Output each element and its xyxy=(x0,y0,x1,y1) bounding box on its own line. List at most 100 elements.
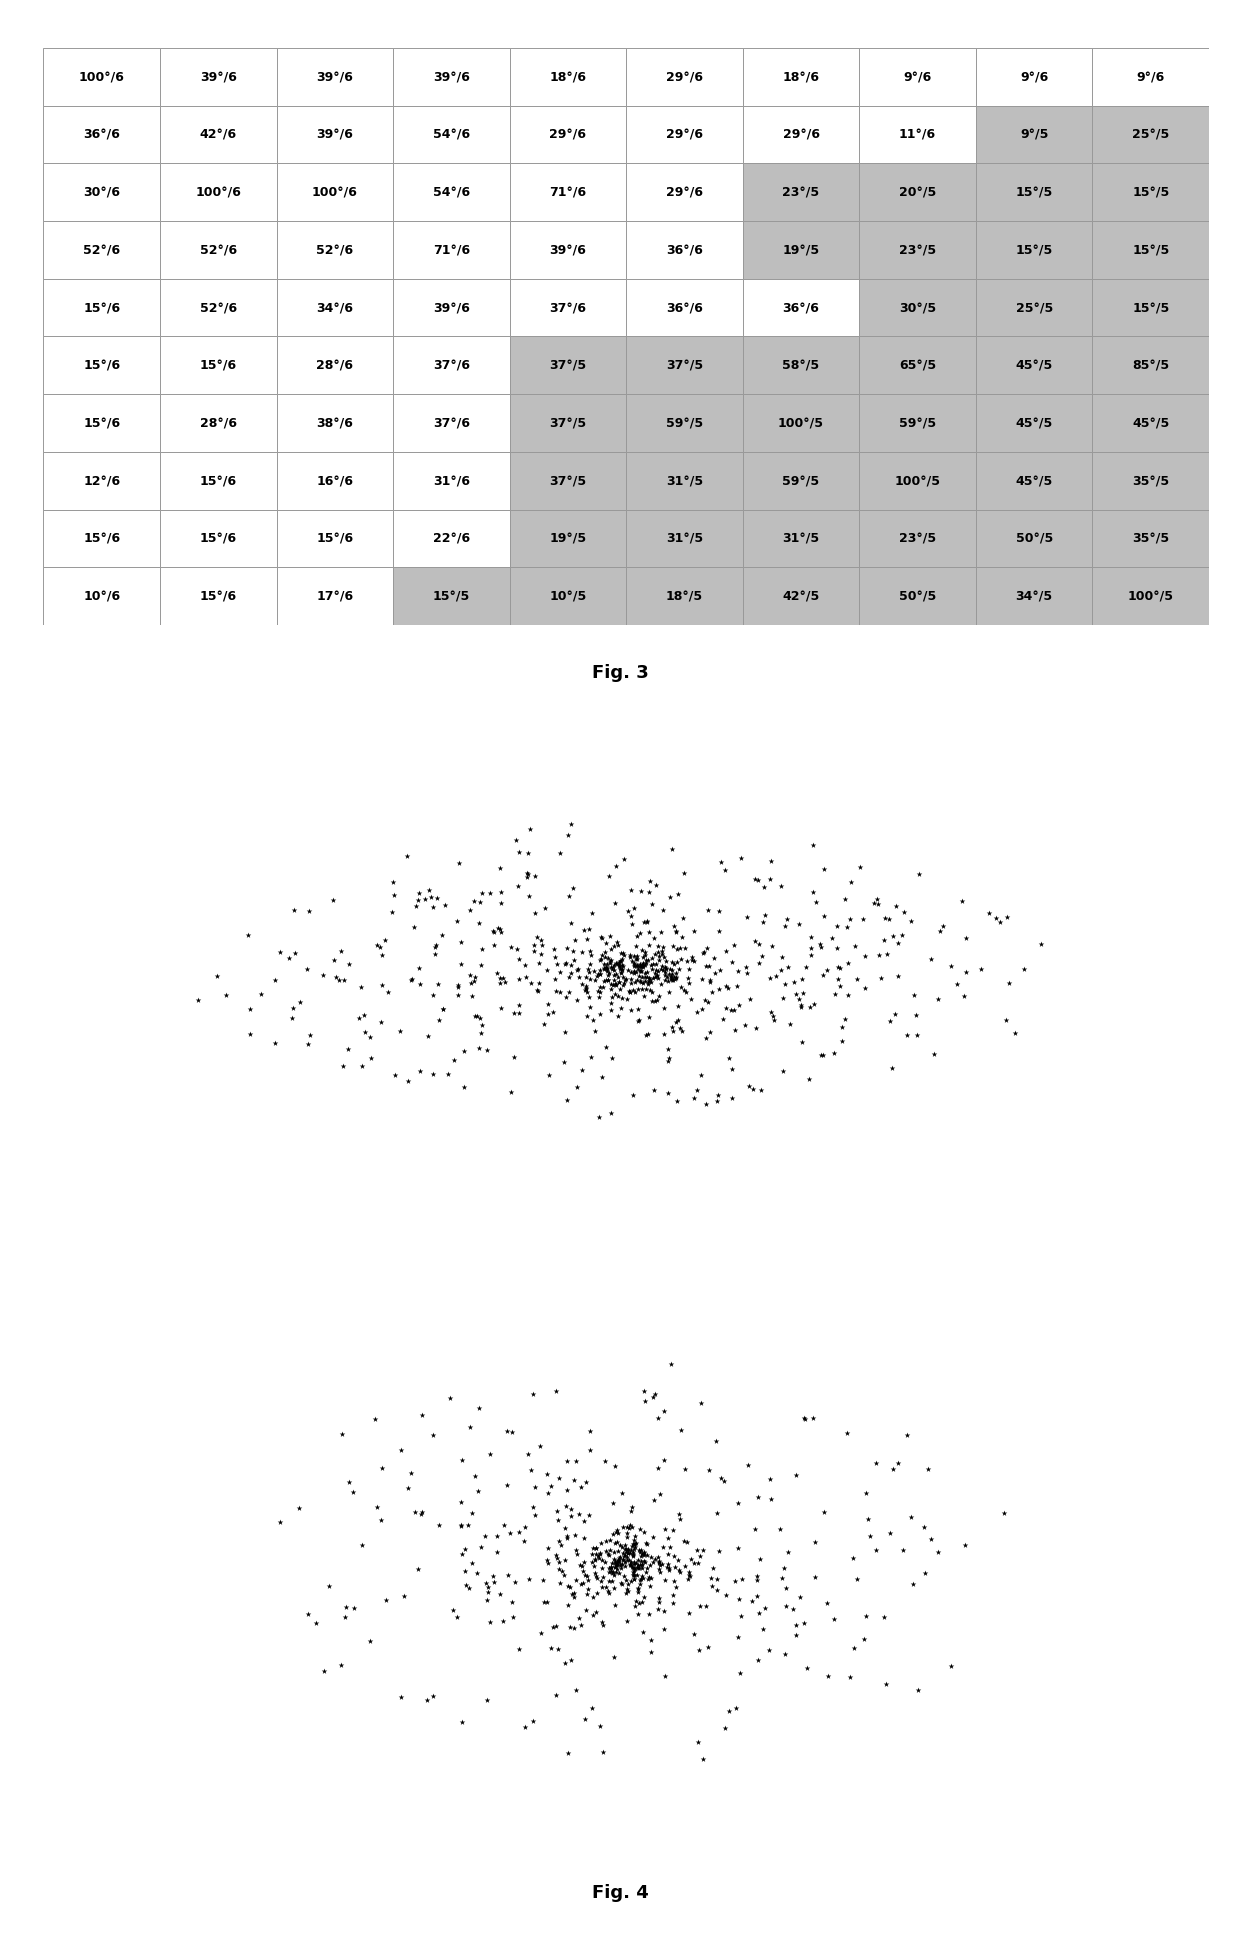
Point xyxy=(603,1548,622,1580)
Point xyxy=(343,1591,363,1623)
Point xyxy=(830,952,849,983)
Point xyxy=(629,1544,649,1576)
Bar xyxy=(43,108,160,164)
Text: Fig. 4: Fig. 4 xyxy=(591,1883,649,1902)
Point xyxy=(502,1601,522,1632)
Point xyxy=(649,1546,668,1578)
Point xyxy=(775,1638,795,1670)
Point xyxy=(645,938,665,970)
Point xyxy=(636,948,656,979)
Point xyxy=(625,958,645,989)
Point xyxy=(611,956,631,987)
Point xyxy=(465,1001,485,1032)
Point xyxy=(573,1550,593,1582)
Point xyxy=(678,1556,698,1587)
Point xyxy=(698,895,718,927)
Point xyxy=(600,1525,620,1556)
Point xyxy=(627,1552,647,1584)
Point xyxy=(412,1499,432,1531)
Point xyxy=(837,948,857,979)
Text: 100°/6: 100°/6 xyxy=(196,186,241,199)
Point xyxy=(331,934,351,966)
Point xyxy=(503,1042,523,1073)
Point xyxy=(413,1496,433,1527)
Point xyxy=(703,978,723,1009)
Point xyxy=(696,985,715,1017)
Point xyxy=(880,1517,900,1548)
Point xyxy=(570,1609,590,1640)
Point xyxy=(541,1632,560,1664)
Point xyxy=(590,1711,610,1742)
Point xyxy=(392,1435,412,1466)
Point xyxy=(563,934,583,966)
Point xyxy=(680,968,699,999)
Point xyxy=(639,876,658,907)
Bar xyxy=(277,510,393,567)
Point xyxy=(717,1580,737,1611)
Point xyxy=(653,895,673,927)
Point xyxy=(618,1605,637,1636)
Point xyxy=(637,907,657,938)
Point xyxy=(791,989,811,1021)
Text: 36°/6: 36°/6 xyxy=(83,129,120,143)
Point xyxy=(624,948,644,979)
Point xyxy=(642,1546,662,1578)
Point xyxy=(632,950,652,981)
Point xyxy=(715,854,735,886)
Point xyxy=(672,903,692,934)
Point xyxy=(239,1019,259,1050)
Point xyxy=(621,968,641,999)
Point xyxy=(548,1632,568,1664)
Point xyxy=(580,936,600,968)
Point xyxy=(339,1466,358,1498)
Point xyxy=(618,1539,637,1570)
Point xyxy=(671,933,691,964)
Point xyxy=(823,1038,843,1069)
Point xyxy=(817,1587,837,1619)
Point xyxy=(639,931,658,962)
Point xyxy=(491,993,511,1024)
Point xyxy=(629,1576,649,1607)
Point xyxy=(425,938,445,970)
Point xyxy=(663,1541,683,1572)
Point xyxy=(352,1529,372,1560)
Point xyxy=(569,1499,589,1531)
Point xyxy=(537,954,557,985)
Point xyxy=(609,1546,629,1578)
Point xyxy=(596,1527,616,1558)
Point xyxy=(517,858,537,890)
Text: 15°/5: 15°/5 xyxy=(1132,301,1169,315)
Point xyxy=(606,970,626,1001)
Point xyxy=(360,1627,379,1658)
Point xyxy=(904,979,924,1011)
Point xyxy=(642,942,662,974)
Point xyxy=(558,819,578,850)
Point xyxy=(326,962,346,993)
Bar xyxy=(1092,164,1209,223)
Point xyxy=(646,956,666,987)
Point xyxy=(801,940,821,972)
Point xyxy=(653,954,673,985)
Point xyxy=(558,1738,578,1769)
Point xyxy=(667,934,687,966)
Point xyxy=(804,876,823,907)
Point xyxy=(619,1537,639,1568)
Point xyxy=(455,1554,475,1586)
Point xyxy=(606,960,626,991)
Point xyxy=(604,1537,624,1568)
Text: 23°/5: 23°/5 xyxy=(899,532,936,545)
Point xyxy=(715,934,735,966)
Point xyxy=(649,936,668,968)
Bar xyxy=(976,510,1092,567)
Point xyxy=(619,1513,639,1544)
Point xyxy=(647,985,667,1017)
Point xyxy=(580,948,600,979)
Point xyxy=(451,927,471,958)
Point xyxy=(538,1478,558,1509)
Point xyxy=(615,1535,635,1566)
Point xyxy=(591,1552,611,1584)
Point xyxy=(556,1544,575,1576)
Bar xyxy=(743,164,859,223)
Point xyxy=(748,864,768,895)
Point xyxy=(601,1552,621,1584)
